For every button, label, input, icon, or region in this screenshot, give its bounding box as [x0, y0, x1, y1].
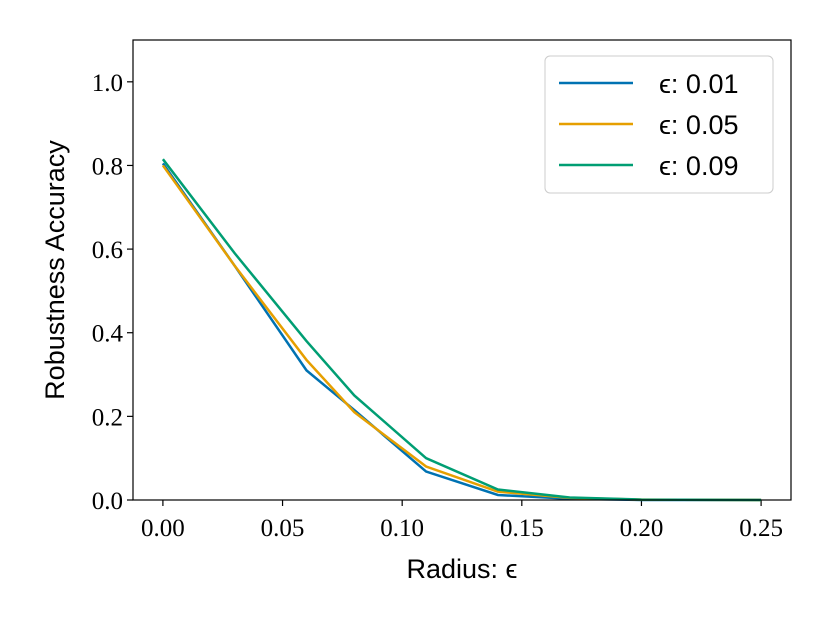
series-line [161, 162, 762, 502]
y-axis-label: Robustness Accuracy [40, 140, 70, 400]
y-tick-label: 0.6 [92, 237, 123, 264]
y-tick-label: 0.0 [92, 488, 123, 515]
legend-label: ϵ: 0.01 [659, 69, 738, 99]
x-tick-label: 0.00 [141, 515, 185, 542]
x-axis-label: Radius: ϵ [407, 554, 518, 584]
y-tick-label: 0.4 [92, 321, 124, 348]
x-tick-label: 0.10 [380, 515, 424, 542]
x-tick-label: 0.25 [739, 515, 783, 542]
x-tick-label: 0.20 [620, 515, 664, 542]
legend-label: ϵ: 0.05 [659, 110, 738, 140]
series-line [161, 158, 762, 502]
y-tick-label: 1.0 [92, 70, 123, 97]
y-tick-label: 0.8 [92, 153, 123, 180]
legend-box [544, 55, 774, 194]
y-tick-label: 0.2 [92, 404, 123, 431]
plot-frame [132, 39, 792, 501]
series-line [161, 164, 762, 502]
x-tick-label: 0.05 [261, 515, 305, 542]
x-tick-label: 0.15 [500, 515, 544, 542]
legend-label: ϵ: 0.09 [659, 151, 738, 181]
